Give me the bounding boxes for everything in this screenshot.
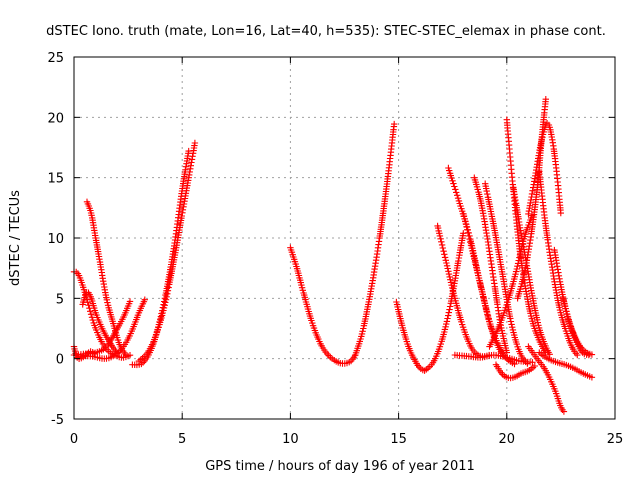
x-tick-label: 25 bbox=[607, 432, 624, 447]
x-tick-label: 5 bbox=[178, 432, 186, 447]
series-16-markers bbox=[471, 174, 510, 356]
x-tick-label: 15 bbox=[390, 432, 407, 447]
series-8-markers bbox=[287, 244, 359, 367]
y-tick-label: 20 bbox=[47, 111, 64, 126]
y-axis-label: dSTEC / TECUs bbox=[8, 190, 23, 286]
series-17-markers bbox=[482, 180, 531, 367]
series-5-markers bbox=[75, 296, 148, 362]
series-12-markers bbox=[434, 222, 493, 360]
data-points bbox=[70, 96, 596, 415]
y-tick-label: 5 bbox=[56, 292, 64, 307]
x-tick-label: 20 bbox=[499, 432, 516, 447]
y-tick-label: 15 bbox=[47, 172, 64, 187]
series-18-markers bbox=[492, 361, 538, 382]
axis-ticks: 0 5 10 15 20 25 -5 0 5 10 15 20 25 bbox=[47, 51, 623, 447]
x-tick-label: 0 bbox=[70, 432, 78, 447]
series-28-markers bbox=[559, 295, 592, 359]
y-tick-label: 0 bbox=[56, 353, 64, 368]
y-tick-label: 25 bbox=[47, 51, 64, 66]
series-9-markers bbox=[352, 120, 398, 359]
series-2-markers bbox=[79, 289, 120, 357]
x-axis-label: GPS time / hours of day 196 of year 2011 bbox=[205, 459, 475, 474]
series-23-markers bbox=[525, 120, 564, 218]
x-tick-label: 10 bbox=[282, 432, 299, 447]
y-tick-label: 10 bbox=[47, 232, 64, 247]
y-tick-label: -5 bbox=[51, 413, 64, 428]
series-26-markers bbox=[536, 349, 596, 381]
series-10-markers bbox=[393, 298, 426, 374]
series-24-markers bbox=[536, 168, 581, 359]
chart-title: dSTEC Iono. truth (mate, Lon=16, Lat=40,… bbox=[46, 24, 606, 39]
series-15-markers bbox=[460, 210, 518, 368]
series-1-markers bbox=[83, 198, 129, 358]
series-7-markers bbox=[135, 139, 199, 365]
series-25-markers bbox=[525, 343, 568, 415]
